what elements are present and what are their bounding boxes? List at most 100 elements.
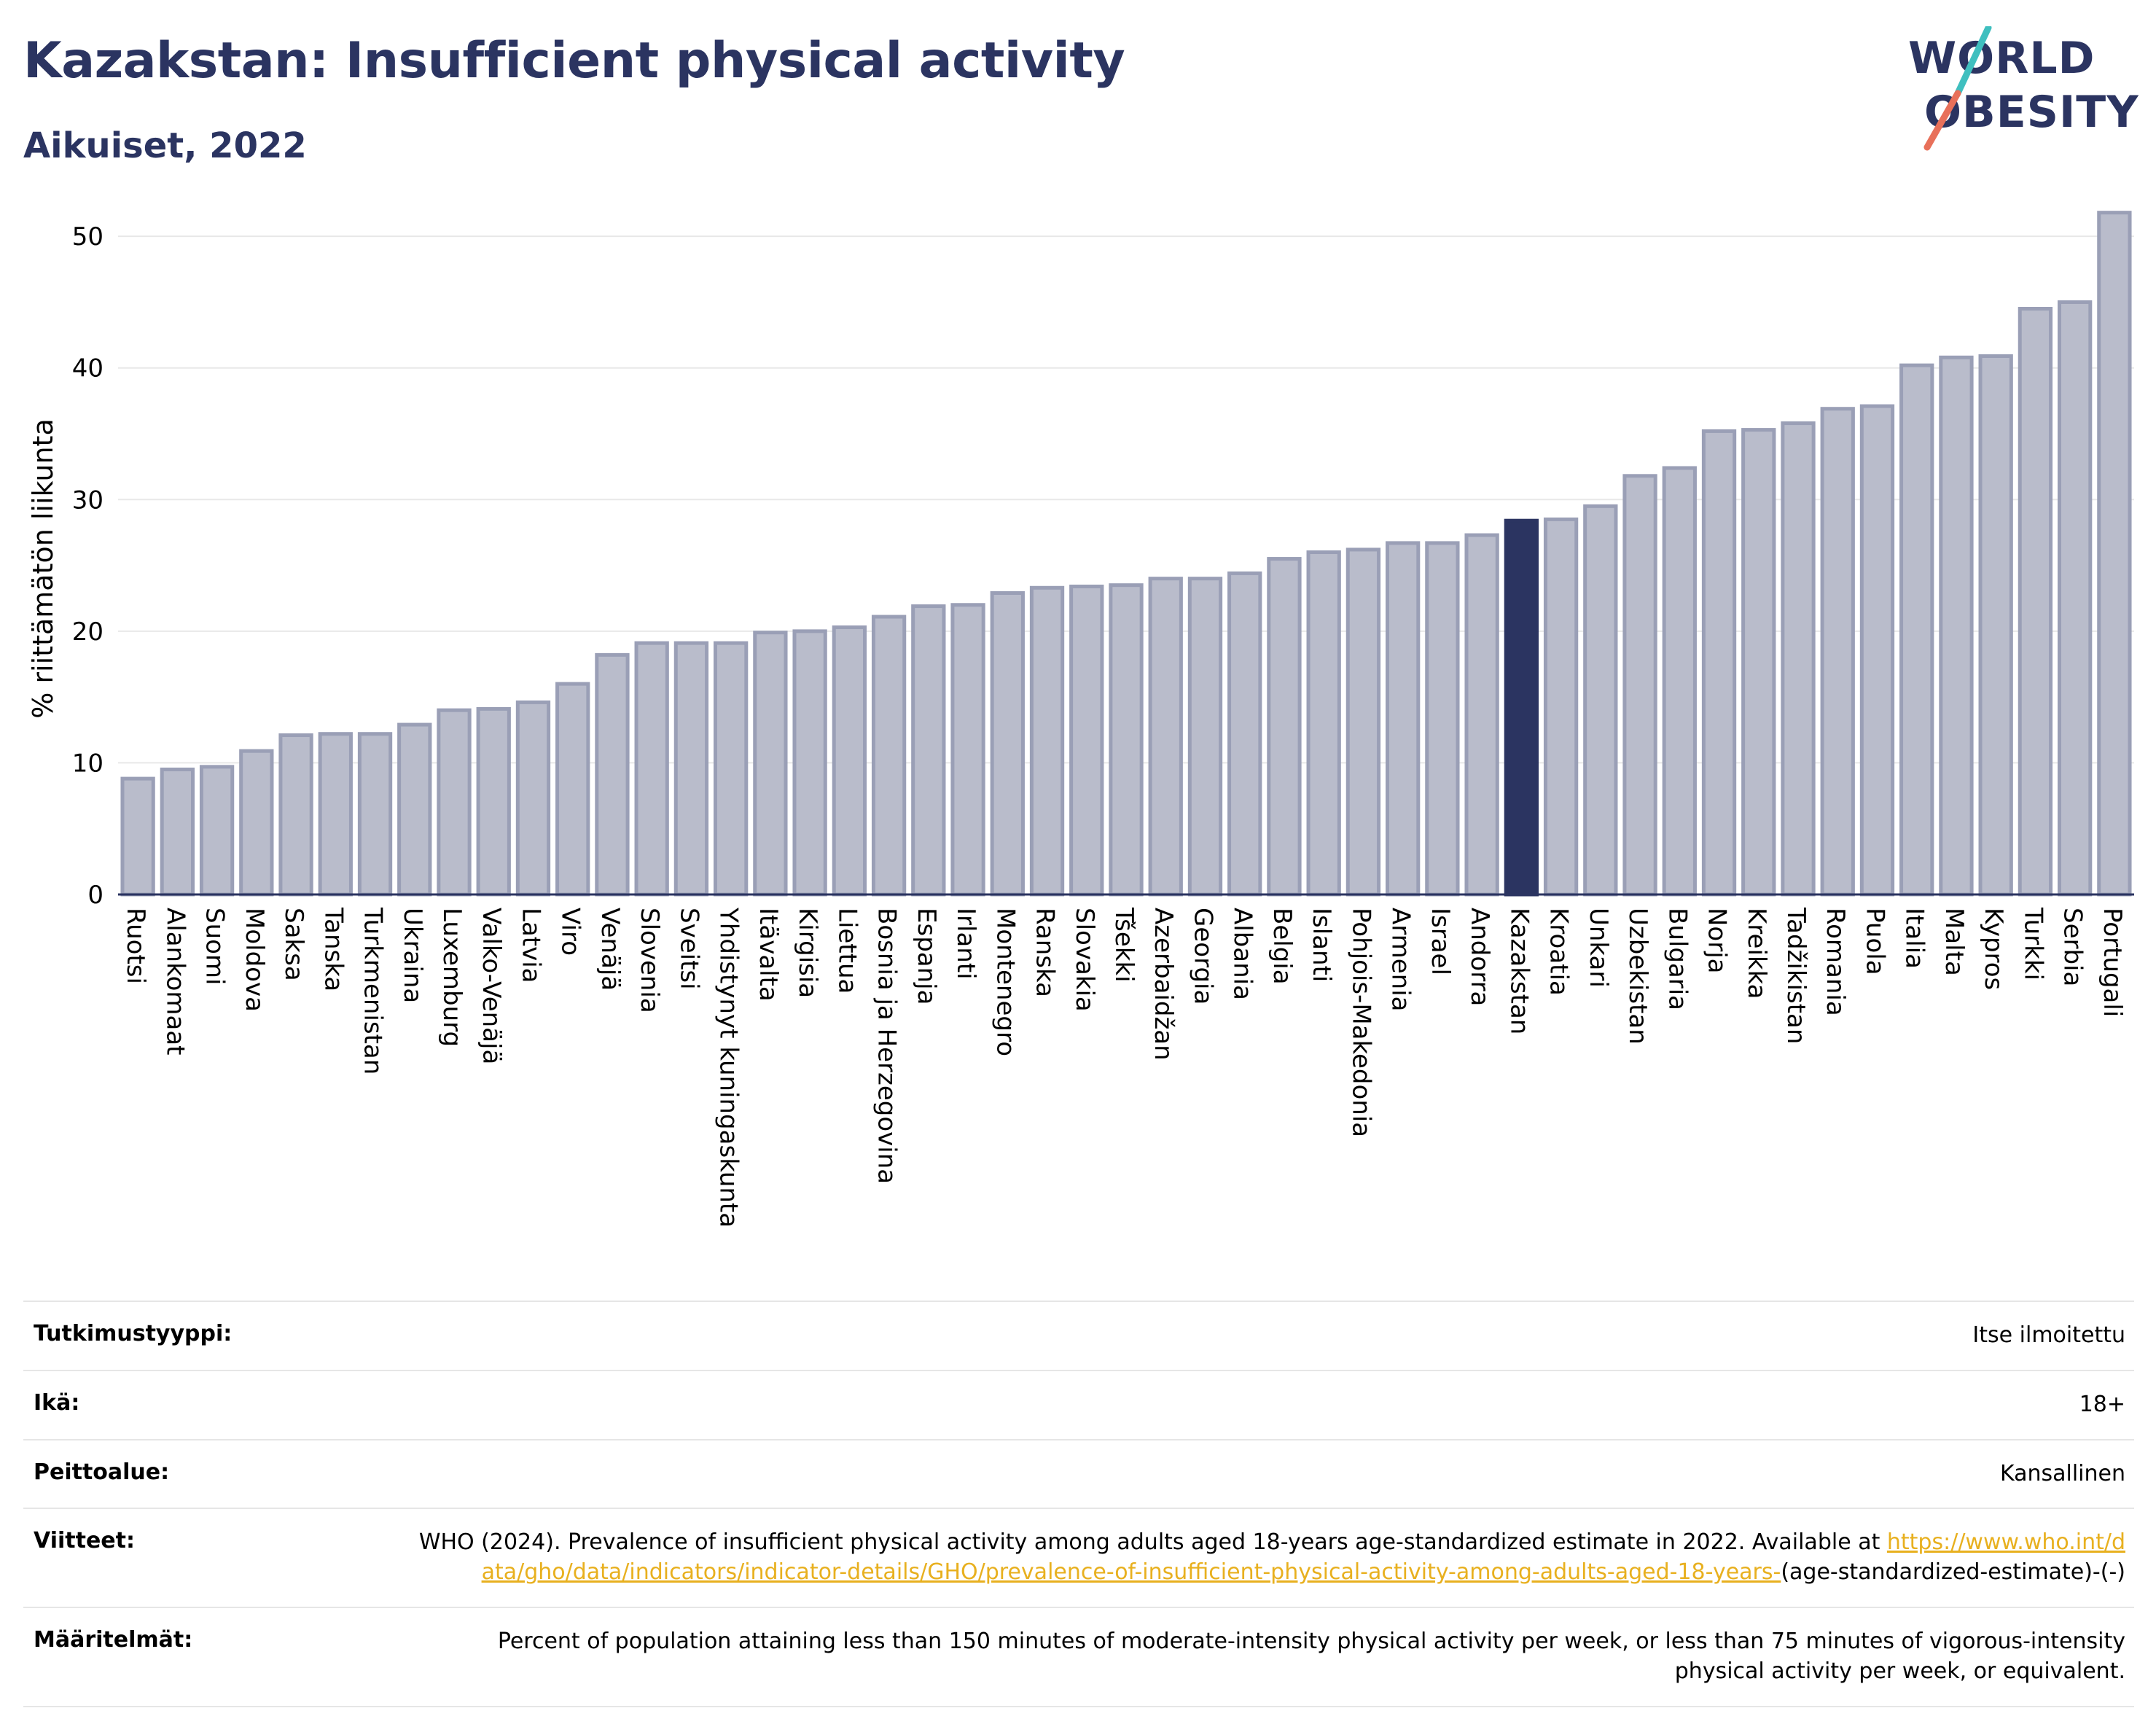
bar — [555, 682, 590, 897]
x-tick-label: Saksa — [279, 908, 308, 981]
world-obesity-logo: WORLD OBESITY — [1895, 26, 2139, 157]
x-tick-label: Liettua — [832, 908, 862, 994]
x-tick-label: Ranska — [1031, 908, 1060, 997]
meta-row-study-type: Tutkimustyyppi: Itse ilmoitettu — [23, 1301, 2134, 1370]
meta-row-definitions: Määritelmät: Percent of population attai… — [23, 1606, 2134, 1707]
x-tick-label: Bulgaria — [1663, 908, 1692, 1010]
bar — [2097, 211, 2132, 897]
x-tick-label: Albania — [1228, 908, 1257, 1000]
y-tick-label: 30 — [72, 486, 103, 515]
x-tick-label: Moldova — [240, 908, 269, 1012]
y-tick-label: 10 — [72, 749, 103, 778]
y-tick-label: 0 — [87, 881, 103, 910]
x-tick-label: Ukraina — [398, 908, 427, 1003]
x-tick-label: Bosnia ja Herzegovina — [872, 908, 902, 1184]
x-tick-label: Israel — [1426, 908, 1455, 975]
references-value: WHO (2024). Prevalence of insufficient p… — [413, 1528, 2125, 1588]
x-tick-label: Montenegro — [991, 908, 1020, 1056]
bar — [871, 615, 907, 897]
bar — [1939, 355, 1974, 897]
x-tick-label: Yhdistynyt kuningaskunta — [714, 907, 743, 1228]
x-tick-label: Turkmenistan — [359, 907, 388, 1075]
bar — [595, 652, 630, 897]
x-tick-label: Slovenia — [635, 908, 664, 1013]
page-subtitle: Aikuiset, 2022 — [23, 125, 307, 166]
x-tick-label: Ruotsi — [121, 908, 150, 984]
x-tick-label: Latvia — [516, 908, 545, 983]
x-tick-label: Italia — [1900, 908, 1929, 969]
x-tick-label: Armenia — [1386, 908, 1415, 1012]
logo-slash-icon — [1923, 26, 1992, 151]
y-tick-label: 50 — [72, 222, 103, 252]
chart-bars — [120, 211, 2132, 897]
bar — [1820, 407, 1855, 897]
bar — [1306, 550, 1341, 897]
meta-label: Tutkimustyyppi: — [34, 1321, 233, 1346]
bar — [318, 732, 353, 897]
x-tick-label: Kirgisia — [793, 908, 822, 998]
meta-value: 18+ — [2079, 1391, 2125, 1417]
meta-value: Itse ilmoitettu — [1972, 1322, 2125, 1348]
bar — [990, 591, 1025, 897]
chart-y-ticks: 0 10 20 30 40 50 — [72, 222, 103, 910]
meta-row-references: Viitteet: WHO (2024). Prevalence of insu… — [23, 1508, 2134, 1607]
bar — [1741, 428, 1776, 897]
x-tick-label: Tanska — [319, 907, 348, 991]
bar — [713, 641, 749, 897]
bar — [239, 749, 274, 897]
x-tick-label: Unkari — [1584, 908, 1613, 988]
bar — [1543, 517, 1579, 897]
bar — [1267, 557, 1302, 897]
bar — [199, 765, 235, 897]
x-tick-label: Pohjois-Makedonia — [1346, 908, 1375, 1137]
bar — [515, 700, 551, 897]
x-tick-label: Viro — [556, 908, 585, 956]
bar — [1662, 466, 1697, 897]
meta-row-coverage: Peittoalue: Kansallinen — [23, 1438, 2134, 1508]
bar — [911, 604, 946, 897]
bar — [120, 776, 155, 897]
bar — [1029, 585, 1065, 897]
bar — [2057, 300, 2093, 897]
bar — [1701, 429, 1737, 897]
x-tick-label: Georgia — [1188, 908, 1217, 1005]
bar — [437, 708, 472, 897]
bar — [1978, 354, 2013, 897]
x-tick-label: Itävalta — [754, 908, 783, 1002]
x-tick-label: Islanti — [1307, 908, 1336, 982]
meta-label: Peittoalue: — [34, 1459, 170, 1485]
x-tick-label: Norja — [1703, 908, 1732, 974]
x-tick-label: Tšekki — [1109, 907, 1138, 983]
bar — [1109, 583, 1144, 897]
x-tick-label: Alankomaat — [160, 908, 190, 1056]
x-tick-label: Kypros — [1979, 908, 2008, 990]
x-tick-label: Azerbaidžan — [1149, 908, 1178, 1061]
bar — [1148, 577, 1183, 897]
bar — [832, 625, 867, 897]
bar — [397, 722, 432, 897]
x-tick-label: Sveitsi — [674, 908, 703, 990]
x-tick-label: Irlanti — [951, 908, 980, 980]
bar — [2018, 306, 2053, 897]
bar — [1227, 571, 1262, 897]
metadata-table: Tutkimustyyppi: Itse ilmoitettu Ikä: 18+… — [23, 1301, 2134, 1707]
meta-label: Viitteet: — [34, 1528, 135, 1554]
bar — [1069, 584, 1104, 897]
x-tick-label: Uzbekistan — [1623, 908, 1652, 1045]
x-tick-label: Malta — [1940, 908, 1969, 976]
bar — [476, 706, 511, 897]
bar — [1781, 421, 1816, 897]
bar — [278, 733, 313, 897]
logo-word-bottom: OBESITY — [1924, 87, 2139, 138]
bar — [357, 732, 393, 897]
bar — [1425, 541, 1460, 897]
x-tick-label: Puola — [1860, 908, 1889, 975]
bar — [1464, 533, 1499, 897]
x-tick-label: Valko-Venäjä — [477, 908, 506, 1064]
references-link[interactable]: https://www.who.int/data/gho/data/indica… — [481, 1529, 2125, 1586]
meta-label: Ikä: — [34, 1389, 80, 1416]
meta-label: Määritelmät: — [34, 1626, 193, 1653]
chart-x-ticks: Ruotsi Alankomaat Suomi Moldova Saksa Tanska T… — [121, 907, 2127, 1228]
bar — [1187, 577, 1223, 897]
definitions-value: Percent of population attaining less tha… — [497, 1628, 2125, 1684]
